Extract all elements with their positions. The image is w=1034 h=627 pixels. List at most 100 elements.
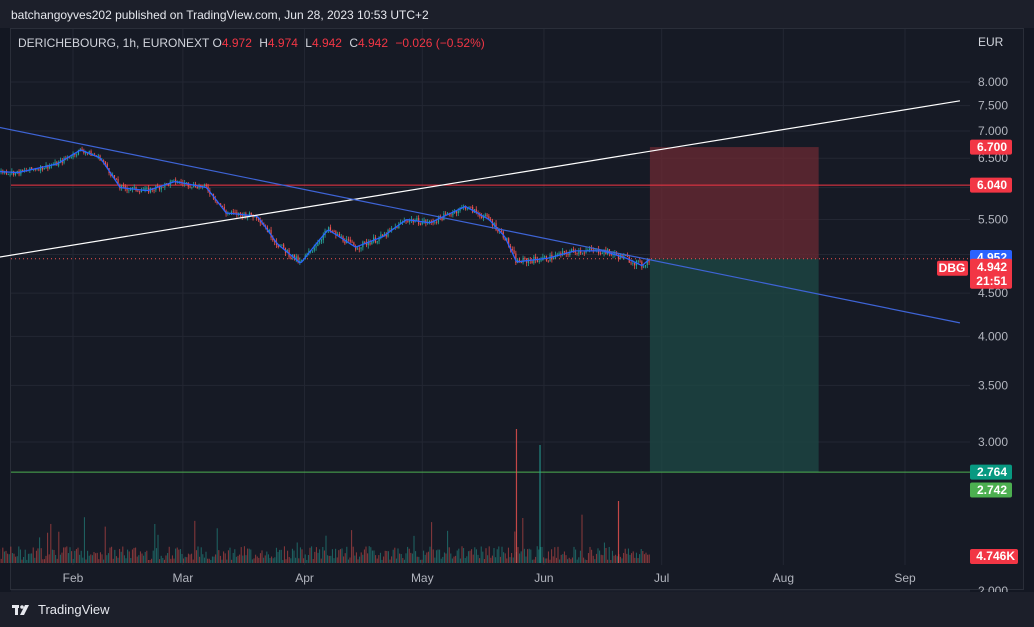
candle-body [508,238,510,247]
candle-body [405,220,407,222]
candle-body [486,214,488,217]
candle-body [601,253,603,254]
candle-body [344,241,346,244]
price-tag-6_700-bg [970,139,1012,155]
candle-body [488,216,490,220]
candle-body [553,257,555,260]
candle-body [328,227,330,231]
candle-body [31,167,33,170]
candle-body [382,234,384,237]
candle-body [538,260,540,262]
currency-label[interactable]: EUR [978,35,1004,49]
candle-body [547,260,549,262]
candle-body [578,250,580,254]
candle-body [520,262,522,264]
candle-body [367,242,369,246]
candle-body [322,235,324,240]
candle-body [290,256,292,258]
candle-body [646,260,648,266]
candle-body [457,210,459,214]
candle-body [311,250,314,252]
candle-body [115,178,117,180]
legend-open: 4.972 [221,36,252,50]
candle-body [414,220,416,223]
candle-body [563,251,566,253]
candle-body [126,188,128,191]
candle-body [117,178,119,185]
candle-body [272,237,274,241]
legend-symbol: DERICHEBOURG, 1h, EURONEXT [18,36,210,50]
candle-body [558,253,560,255]
candle-body [335,231,337,236]
y-tick-label: 6.500 [978,151,1008,165]
tradingview-brand: TradingView [38,602,110,617]
candle-body [70,157,72,158]
candle-body [49,165,51,169]
candle-body [421,221,423,225]
candle-body [497,230,499,232]
candle-body [293,254,296,260]
candle-body [5,171,8,175]
candle-body [250,212,252,216]
candle-body [88,151,90,153]
candle-body [434,221,436,223]
candle-body [380,234,382,238]
y-tick-label: 8.000 [978,75,1008,89]
candle-body [259,219,261,223]
candle-body [360,247,362,249]
candle-body [43,168,45,170]
candle-body [301,260,303,262]
candle-body [59,160,62,163]
candle-body [644,265,647,267]
candle-body [513,250,515,254]
candle-body [144,188,146,190]
rising-trendline [0,100,961,258]
candle-body [475,209,477,213]
candle-body [470,206,472,208]
candle-body [576,252,578,254]
x-tick-label: Sep [894,571,916,585]
tradingview-logo[interactable]: TradingView [12,602,110,617]
footer: TradingView [0,592,1034,627]
candle-body [572,249,575,251]
candle-body [630,262,632,264]
candle-body [232,211,234,213]
candle-body [581,252,584,254]
candle-body [567,253,569,255]
candle-body [556,254,558,256]
candle-body [113,175,116,179]
volume-tag-bg [970,549,1018,564]
candle-body [338,233,341,238]
candle-body [106,163,108,169]
candle-body [221,205,224,207]
candle-body [585,250,587,253]
legend-high: 4.974 [267,36,298,50]
candle-body [299,260,301,263]
candle-body [130,189,132,191]
candle-body [85,152,87,154]
candle-body [500,230,503,232]
candle-body [445,213,447,215]
candle-body [524,258,526,260]
candle-body [625,255,627,257]
candle-body [320,239,323,242]
candle-body [643,266,645,268]
candle-body [333,231,335,232]
y-tick-label: 7.500 [978,99,1008,113]
candle-body [504,237,506,241]
legend-low-label: L [305,36,312,50]
candle-body [171,180,173,182]
candle-body [481,216,483,219]
candle-body [574,250,576,253]
candle-body [173,179,175,181]
candle-body [522,258,524,263]
candle-body [9,173,11,175]
candle-body [527,259,530,263]
candle-body [391,228,393,231]
candle-body [157,186,159,187]
candle-body [297,256,299,263]
candle-body [283,244,285,248]
candle-body [97,155,99,157]
publisher-line: batchangoyves202 published on TradingVie… [11,8,429,22]
